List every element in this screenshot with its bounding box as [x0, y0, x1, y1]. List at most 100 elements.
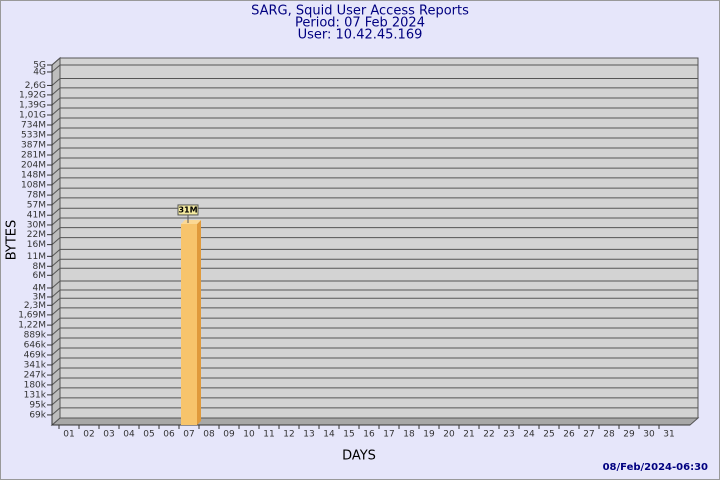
- x-tick-label: 19: [423, 430, 435, 440]
- grid-line: [51, 187, 698, 196]
- x-tick-label: 15: [343, 430, 354, 440]
- grid-line: [51, 317, 698, 326]
- x-tick-label: 25: [543, 430, 554, 440]
- grid-line: [51, 127, 698, 136]
- y-tick-label: 108M: [21, 180, 46, 190]
- x-tick-label: 13: [303, 430, 314, 440]
- x-tick-label: 03: [103, 430, 114, 440]
- x-axis-label: DAYS: [342, 449, 376, 464]
- y-tick-label: 11M: [27, 252, 46, 262]
- y-tick-label: 469k: [24, 351, 47, 361]
- x-tick-label: 14: [323, 430, 335, 440]
- y-axis-label: BYTES: [5, 220, 20, 261]
- x-tick-label: 29: [623, 430, 635, 440]
- x-tick-label: 05: [143, 430, 154, 440]
- x-tick-label: 11: [263, 430, 274, 440]
- y-tick-label: 533M: [21, 131, 46, 141]
- x-tick-label: 16: [363, 430, 375, 440]
- x-tick-label: 04: [123, 430, 135, 440]
- y-tick-label: 69k: [29, 410, 46, 420]
- grid-line: [51, 367, 698, 376]
- y-tick-label: 95k: [29, 400, 46, 410]
- grid-line: [51, 147, 698, 156]
- y-tick-label: 5G: [33, 61, 46, 71]
- bar-top: [181, 219, 201, 224]
- x-tick-label: 18: [403, 430, 415, 440]
- y-tick-label: 2,6G: [25, 81, 46, 91]
- y-tick-label: 204M: [21, 161, 46, 171]
- grid-line: [51, 157, 698, 166]
- x-tick-label: 27: [583, 430, 594, 440]
- grid-line: [51, 217, 698, 226]
- grid-line: [51, 77, 698, 86]
- y-tick-label: 131k: [24, 390, 47, 400]
- y-tick-label: 341k: [24, 360, 47, 370]
- y-tick-label: 1,69M: [18, 310, 46, 320]
- x-tick-label: 22: [483, 430, 494, 440]
- y-tick-label: 148M: [21, 171, 46, 181]
- footer-timestamp: 08/Feb/2024-06:30: [603, 462, 708, 473]
- y-tick-label: 4G: [33, 67, 46, 77]
- y-tick-label: 6M: [33, 271, 47, 281]
- grid-line: [51, 137, 698, 146]
- y-tick-label: 1,92G: [19, 90, 46, 100]
- chart-title: SARG, Squid User Access Reports: [251, 4, 469, 19]
- x-tick-label: 07: [183, 430, 194, 440]
- grid-line: [51, 117, 698, 126]
- y-tick-label: 1,01G: [19, 111, 46, 121]
- y-tick-label: 22M: [27, 230, 46, 240]
- y-tick-label: 1,39G: [19, 101, 46, 111]
- y-tick-label: 180k: [24, 380, 47, 390]
- grid-line: [51, 197, 698, 206]
- y-tick-label: 247k: [24, 371, 47, 381]
- grid-line: [51, 97, 698, 106]
- grid-line: [51, 267, 698, 276]
- grid-line: [51, 407, 698, 416]
- grid-line: [51, 347, 698, 356]
- grid-line: [51, 87, 698, 96]
- x-tick-label: 01: [63, 430, 74, 440]
- grid-line: [51, 397, 698, 406]
- grid-line: [51, 280, 698, 289]
- y-tick-label: 16M: [27, 240, 46, 250]
- x-tick-label: 20: [443, 430, 455, 440]
- grid-line: [51, 248, 698, 257]
- y-tick-label: 41M: [27, 211, 46, 221]
- y-tick-label: 734M: [21, 120, 46, 130]
- bar-side: [197, 219, 201, 425]
- y-tick-label: 387M: [21, 141, 46, 151]
- grid-line: [51, 107, 698, 116]
- grid-line: [51, 327, 698, 336]
- grid-line: [51, 177, 698, 186]
- x-tick-label: 31: [663, 430, 674, 440]
- grid-line: [51, 289, 698, 298]
- x-tick-label: 10: [243, 430, 255, 440]
- y-tick-label: 4M: [33, 283, 47, 293]
- grid-line: [51, 227, 698, 236]
- y-tick-label: 3M: [33, 292, 47, 302]
- y-tick-label: 889k: [24, 331, 47, 341]
- y-tick-label: 57M: [27, 200, 46, 210]
- chart-user: User: 10.42.45.169: [298, 28, 423, 43]
- y-tick-label: 2,3M: [24, 301, 46, 311]
- grid-line: [51, 57, 698, 66]
- grid-line: [51, 237, 698, 246]
- y-tick-label: 281M: [21, 151, 46, 161]
- chart-subtitle: Period: 07 Feb 2024: [295, 16, 425, 31]
- x-tick-label: 21: [463, 430, 474, 440]
- grid-line: [51, 337, 698, 346]
- grid-line: [51, 357, 698, 366]
- x-tick-label: 26: [563, 430, 575, 440]
- bar: [181, 223, 197, 425]
- grid-line: [51, 207, 698, 216]
- grid-line: [51, 377, 698, 386]
- x-tick-label: 02: [83, 430, 94, 440]
- x-tick-label: 09: [223, 430, 235, 440]
- x-tick-label: 23: [503, 430, 514, 440]
- y-tick-label: 646k: [24, 340, 47, 350]
- data-label: 31M: [178, 205, 197, 214]
- grid-line: [51, 307, 698, 316]
- y-tick-label: 8M: [33, 262, 47, 272]
- grid-line: [51, 258, 698, 267]
